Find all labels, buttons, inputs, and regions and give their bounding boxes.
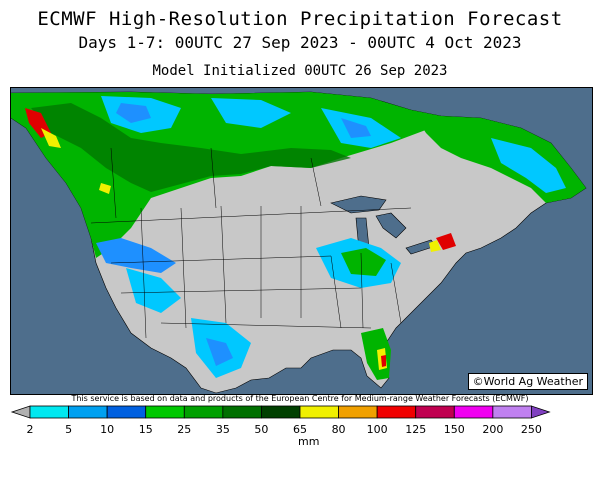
legend-swatch <box>376 405 417 419</box>
legend-swatch <box>338 405 378 419</box>
legend-swatch <box>261 405 301 419</box>
ecmwf-disclaimer: This service is based on data and produc… <box>71 394 529 403</box>
legend-swatch <box>531 405 551 419</box>
legend-swatch <box>183 405 224 419</box>
precip-florida-red <box>381 355 386 367</box>
copyright-label: ©World Ag Weather <box>467 373 588 390</box>
legend-swatch <box>453 405 494 419</box>
precip-northeast <box>436 233 456 250</box>
state-borders <box>90 147 412 339</box>
legend-tick-label: 125 <box>405 423 427 436</box>
legend-swatch <box>10 405 31 419</box>
map-canvas <box>11 88 592 394</box>
precip-west <box>96 238 176 273</box>
color-legend: 2 5 10 15 25 35 50 65 80 100 125 150 200 250 mm <box>10 404 590 474</box>
legend-tick-label: 5 <box>65 423 73 436</box>
legend-swatch <box>106 405 147 419</box>
legend-tick-label: 80 <box>331 423 346 436</box>
legend-swatch <box>68 405 108 419</box>
map-subtitle: Days 1-7: 00UTC 27 Sep 2023 - 00UTC 4 Oc… <box>78 33 522 52</box>
precip-light-east <box>491 138 566 193</box>
precip-northeast-yellow <box>429 240 441 252</box>
legend-tick-label: 250 <box>520 423 542 436</box>
legend-bar <box>10 405 551 419</box>
legend-tick-label: 50 <box>254 423 269 436</box>
precip-southwest-mid <box>206 338 233 366</box>
legend-tick-label: 150 <box>443 423 465 436</box>
legend-tick-label: 2 <box>26 423 34 436</box>
map-title: ECMWF High-Resolution Precipitation Fore… <box>37 8 563 30</box>
legend-swatch <box>145 405 185 419</box>
legend-tick-label: 15 <box>138 423 153 436</box>
legend-swatch <box>29 405 69 419</box>
legend-tick-label: 65 <box>293 423 307 436</box>
legend-tick-label: 200 <box>482 423 504 436</box>
legend-tick-label: 35 <box>215 423 230 436</box>
legend-swatch <box>299 405 339 419</box>
legend-tick-label: 25 <box>177 423 192 436</box>
precip-dkgreen-north <box>31 103 351 192</box>
precipitation-map: ©World Ag Weather <box>10 87 593 395</box>
legend-tick-label: 10 <box>100 423 115 436</box>
precip-midwest-green <box>341 248 386 276</box>
legend-swatch <box>222 405 262 419</box>
legend-tick-label: 100 <box>366 423 388 436</box>
model-init-label: Model Initialized 00UTC 26 Sep 2023 <box>152 63 448 79</box>
legend-unit: mm <box>298 435 320 448</box>
legend-swatch <box>415 405 455 419</box>
precip-pacific-nw-yellow <box>41 128 111 194</box>
legend-swatch <box>492 405 532 419</box>
precip-west-light <box>126 268 181 313</box>
